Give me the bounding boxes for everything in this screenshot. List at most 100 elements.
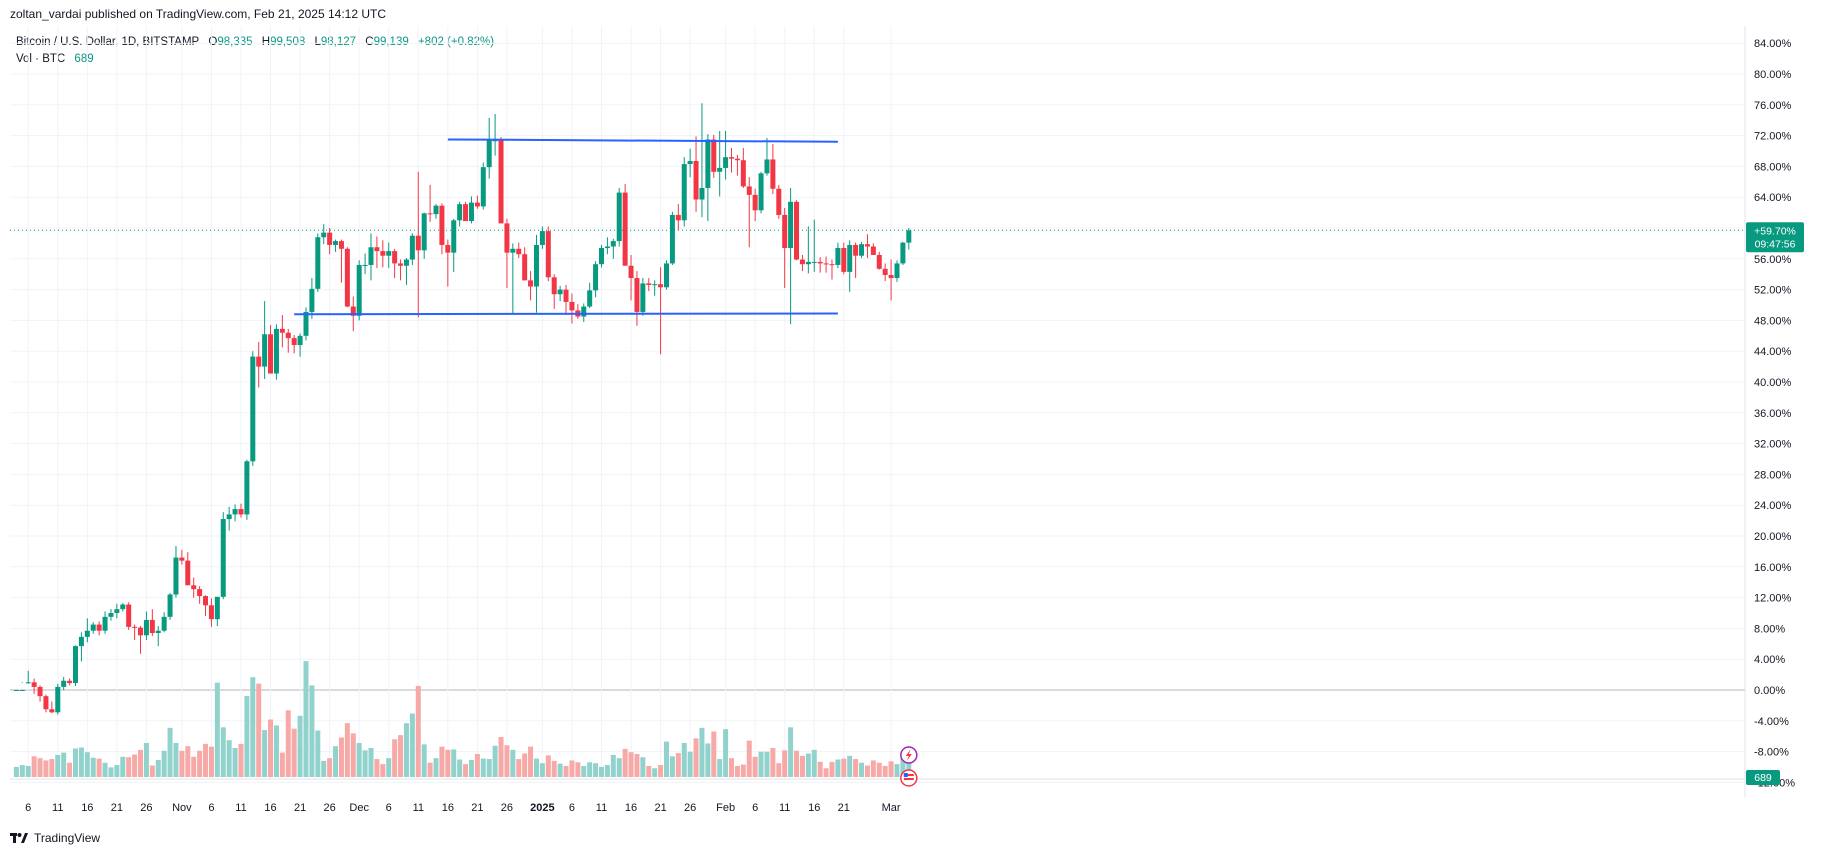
time-tick-label: 26 — [140, 802, 152, 814]
candle-body — [734, 158, 740, 161]
candle-body — [344, 248, 350, 307]
candle-body — [853, 244, 859, 256]
candle — [468, 196, 474, 224]
candle — [723, 130, 729, 180]
candle — [906, 228, 912, 250]
volume-bar — [173, 742, 179, 777]
flag-canton-icon — [903, 773, 908, 777]
volume-bar — [344, 723, 350, 777]
open-label: O — [208, 36, 218, 48]
candle-body — [61, 680, 67, 687]
candle — [31, 678, 37, 694]
candle — [557, 285, 563, 302]
candle-body — [864, 244, 870, 247]
volume-bar — [492, 745, 498, 777]
candles — [13, 103, 912, 715]
time-tick-label: 21 — [654, 802, 666, 814]
time-tick-label: 21 — [838, 802, 850, 814]
candle-body — [604, 246, 610, 249]
candle — [823, 256, 829, 273]
candle-body — [752, 194, 758, 211]
candle — [563, 284, 569, 316]
candle-body — [333, 241, 339, 245]
candle — [882, 263, 888, 282]
volume-bar — [409, 713, 415, 777]
candle-body — [622, 192, 628, 266]
candle — [593, 261, 599, 298]
price-chart[interactable]: 84.00%80.00%76.00%72.00%68.00%64.00%60.0… — [0, 26, 1835, 826]
volume-bar — [90, 757, 96, 777]
volume-bar — [338, 737, 344, 777]
candle — [652, 280, 658, 296]
candle-body — [214, 596, 220, 620]
volume-bar — [297, 715, 303, 777]
candle — [244, 459, 250, 520]
symbol-name[interactable]: Bitcoin / U.S. Dollar, 1D, BITSTAMP — [16, 36, 200, 48]
volume-bar — [799, 755, 805, 777]
candle-body — [208, 605, 214, 620]
candle-body — [427, 213, 433, 215]
candle — [386, 242, 392, 269]
candle-body — [740, 160, 746, 187]
candle-body — [705, 139, 711, 188]
volume-bar — [244, 696, 250, 777]
candle-body — [557, 289, 563, 295]
candle — [256, 341, 262, 388]
candle — [108, 609, 114, 621]
volume-bar — [13, 766, 19, 777]
candle-body — [664, 263, 669, 288]
price-tick-label: 44.00% — [1754, 346, 1792, 358]
candle — [315, 233, 321, 292]
candle-body — [114, 609, 120, 613]
candle-body — [776, 188, 782, 215]
candle-body — [598, 248, 604, 265]
candle — [681, 157, 687, 227]
time-tick-label: 11 — [235, 802, 246, 814]
candle — [90, 622, 96, 634]
volume-bar — [788, 727, 794, 777]
candle — [545, 226, 551, 282]
price-tick-label: 32.00% — [1754, 439, 1792, 451]
candle-body — [315, 237, 321, 289]
time-tick-label: 16 — [808, 802, 820, 814]
candle-body — [551, 277, 557, 295]
candle-body — [746, 186, 752, 195]
candle-body — [539, 231, 545, 245]
volume-bar — [782, 750, 788, 777]
candle-body — [545, 231, 551, 278]
candle-body — [78, 636, 84, 647]
candle-body — [368, 247, 374, 265]
candle-body — [468, 202, 474, 222]
candle-body — [817, 261, 823, 264]
trendlines[interactable] — [294, 138, 838, 316]
volume-bar — [610, 754, 616, 777]
candle-body — [25, 682, 31, 684]
volume-bar — [67, 762, 73, 777]
candle-body — [403, 259, 409, 266]
volume-bar — [445, 749, 451, 777]
candle — [876, 251, 882, 270]
price-tick-label: 76.00% — [1754, 100, 1792, 112]
time-tick-label: 16 — [442, 802, 454, 814]
volume-bar — [451, 749, 457, 777]
price-tick-label: 24.00% — [1754, 500, 1792, 512]
candle-body — [652, 284, 658, 286]
time-axis[interactable]: 6 11 16 21 26 Nov 6 11 16 21 26 Dec 6 11 16 21 26 2025 6 11… — [25, 802, 901, 814]
candle-body — [250, 356, 256, 462]
time-tick-label: 26 — [684, 802, 696, 814]
candle — [894, 260, 900, 282]
candle-body — [900, 242, 906, 264]
candle-body — [847, 244, 853, 272]
candle — [811, 219, 817, 272]
candle-body — [628, 265, 634, 279]
time-tick-label: Nov — [172, 802, 192, 814]
price-axis[interactable]: 84.00%80.00%76.00%72.00%68.00%64.00%60.0… — [10, 26, 1795, 797]
volume-bar — [658, 765, 664, 777]
candle — [403, 258, 409, 285]
candle-body — [256, 356, 262, 367]
candle — [262, 301, 268, 379]
candle — [551, 274, 557, 309]
volume-bar — [870, 760, 876, 777]
candle-body — [640, 283, 646, 312]
time-tick-label: 21 — [111, 802, 123, 814]
